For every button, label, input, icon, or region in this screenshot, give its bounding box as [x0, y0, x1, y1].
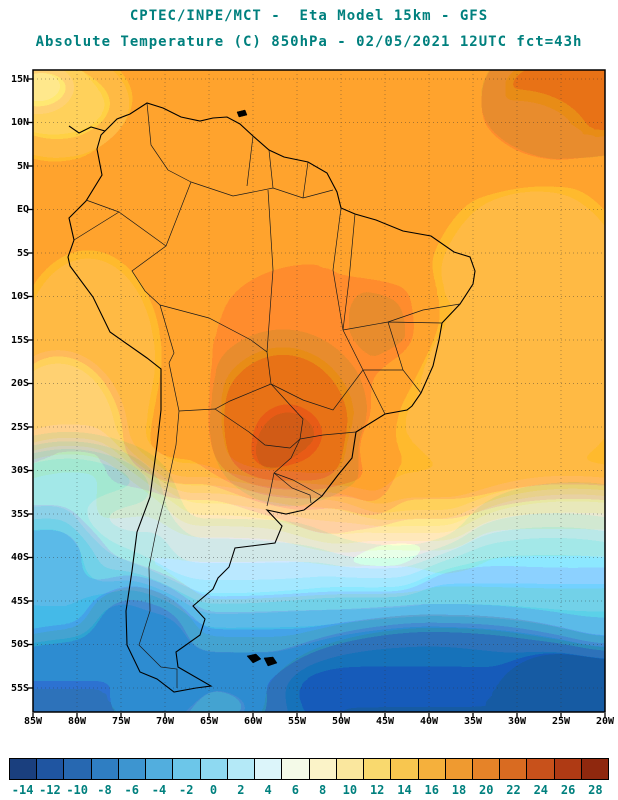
lon-axis: 85W 80W 75W 70W 65W 60W 55W 50W 45W 40W 35W 30W 25W 2… [24, 716, 614, 730]
coastline [67, 102, 476, 693]
country-borders [73, 102, 461, 688]
lat-label-25S: 25S [10, 421, 29, 433]
colorbar-segment-2 [227, 759, 256, 779]
lat-label-5N: 5N [16, 160, 29, 172]
colorbar-labels: -14 -12 -10 -8 -6 -4 -2 0 2 4 6 8 10 12 14 16 18 20 22 24 26… [9, 783, 609, 799]
lat-label-40S: 40S [10, 552, 29, 563]
colorbar-segment-6 [282, 759, 310, 779]
lat-axis: 15N 10N 5N EQ 5S 10S 15S 20S 25S 30S 35S 40S 45S 50S 5… [2, 70, 29, 712]
colorbar-value-22: 22 [506, 783, 521, 797]
colorbar-segment--8 [91, 759, 119, 779]
lon-label-45W: 45W [375, 716, 395, 727]
colorbar-value-2: 2 [237, 783, 245, 797]
colorbar-value-20: 20 [479, 783, 494, 797]
colorbar-value-16: 16 [424, 783, 439, 797]
colorbar-value-12: 12 [369, 783, 385, 797]
colorbar-value-28: 28 [588, 783, 603, 797]
lon-label-80W: 80W [67, 716, 87, 727]
lon-label-35W: 35W [463, 716, 483, 727]
lon-label-60W: 60W [243, 716, 263, 727]
lat-label-35S: 35S [10, 508, 29, 520]
lon-label-25W: 25W [551, 716, 571, 727]
colorbar-segment-14 [391, 759, 419, 779]
colorbar-segment-8 [309, 759, 337, 779]
colorbar-value-8: 8 [319, 783, 327, 797]
colorbar-value-24: 24 [533, 783, 549, 797]
colorbar-segment-4 [255, 759, 283, 779]
grid-lines [33, 70, 605, 712]
colorbar-value--4: -4 [151, 783, 167, 797]
title-line-1: CPTEC/INPE/MCT - Eta Model 15km - GFS [129, 8, 489, 24]
lon-label-65W: 65W [199, 716, 219, 727]
map-frame [32, 69, 606, 713]
lat-label-EQ: EQ [16, 204, 29, 215]
lon-label-70W: 70W [155, 716, 175, 727]
lon-label-50W: 50W [331, 716, 351, 727]
lat-label-15N: 15N [10, 73, 29, 85]
colorbar-segment-0 [200, 759, 228, 779]
lat-label-45S: 45S [10, 595, 29, 607]
lat-label-10S: 10S [10, 291, 29, 302]
lon-label-40W: 40W [419, 716, 439, 727]
lat-label-20S: 20S [10, 378, 29, 389]
colorbar-segment-26 [554, 759, 582, 779]
colorbar-value-0: 0 [209, 783, 218, 797]
lat-label-50S: 50S [10, 639, 29, 650]
lon-label-55W: 55W [287, 716, 307, 727]
colorbar-value--2: -2 [179, 783, 194, 797]
colorbar-segment-10 [336, 759, 365, 779]
colorbar-segment--10 [64, 759, 92, 779]
colorbar-segment--2 [173, 759, 201, 779]
colorbar-value--14: -14 [11, 783, 34, 797]
lon-label-75W: 75W [111, 716, 131, 727]
colorbar-segment-24 [527, 759, 555, 779]
axis-ticks [28, 78, 606, 718]
lat-label-30S: 30S [10, 465, 29, 476]
colorbar-value--8: -8 [97, 783, 112, 797]
colorbar-segment--14 [10, 759, 38, 779]
islands [236, 109, 278, 667]
map-canvas [28, 69, 606, 718]
colorbar: -14 -12 -10 -8 -6 -4 -2 0 2 4 6 8 10 12 14 16 18 20 22 24 26… [9, 758, 609, 799]
colorbar-segment-12 [364, 759, 392, 779]
lon-label-30W: 30W [507, 716, 527, 727]
colorbar-value--6: -6 [124, 783, 139, 797]
colorbar-value-14: 14 [397, 783, 412, 797]
colorbar-segments [9, 758, 609, 780]
colorbar-segment-18 [445, 759, 473, 779]
colorbar-value-4: 4 [264, 783, 272, 797]
colorbar-segment--4 [146, 759, 174, 779]
colorbar-segment--6 [118, 759, 147, 779]
colorbar-segment-28 [581, 759, 609, 779]
colorbar-value-6: 6 [291, 783, 299, 797]
lon-label-20W: 20W [595, 716, 615, 727]
lat-label-5S: 5S [16, 247, 29, 259]
lat-label-15S: 15S [10, 334, 29, 346]
temperature-field [33, 70, 605, 712]
lon-label-85W: 85W [23, 716, 43, 727]
title-line-2: Absolute Temperature (C) 850hPa - 02/05/… [35, 34, 583, 50]
colorbar-value--12: -12 [39, 783, 61, 797]
colorbar-segment-16 [418, 759, 446, 779]
colorbar-segment--12 [37, 759, 65, 779]
colorbar-value-26: 26 [560, 783, 576, 797]
colorbar-value-18: 18 [451, 783, 467, 797]
colorbar-segment-22 [500, 759, 528, 779]
colorbar-value--10: -10 [66, 783, 89, 797]
lat-label-55S: 55S [10, 682, 29, 694]
lat-label-10N: 10N [10, 117, 29, 128]
colorbar-segment-20 [472, 759, 501, 779]
colorbar-value-10: 10 [342, 783, 358, 797]
